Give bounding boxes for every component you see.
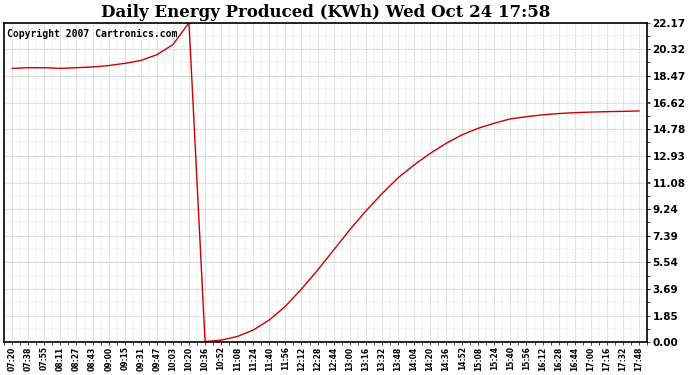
Title: Daily Energy Produced (KWh) Wed Oct 24 17:58: Daily Energy Produced (KWh) Wed Oct 24 1… (101, 4, 551, 21)
Text: Copyright 2007 Cartronics.com: Copyright 2007 Cartronics.com (8, 29, 178, 39)
